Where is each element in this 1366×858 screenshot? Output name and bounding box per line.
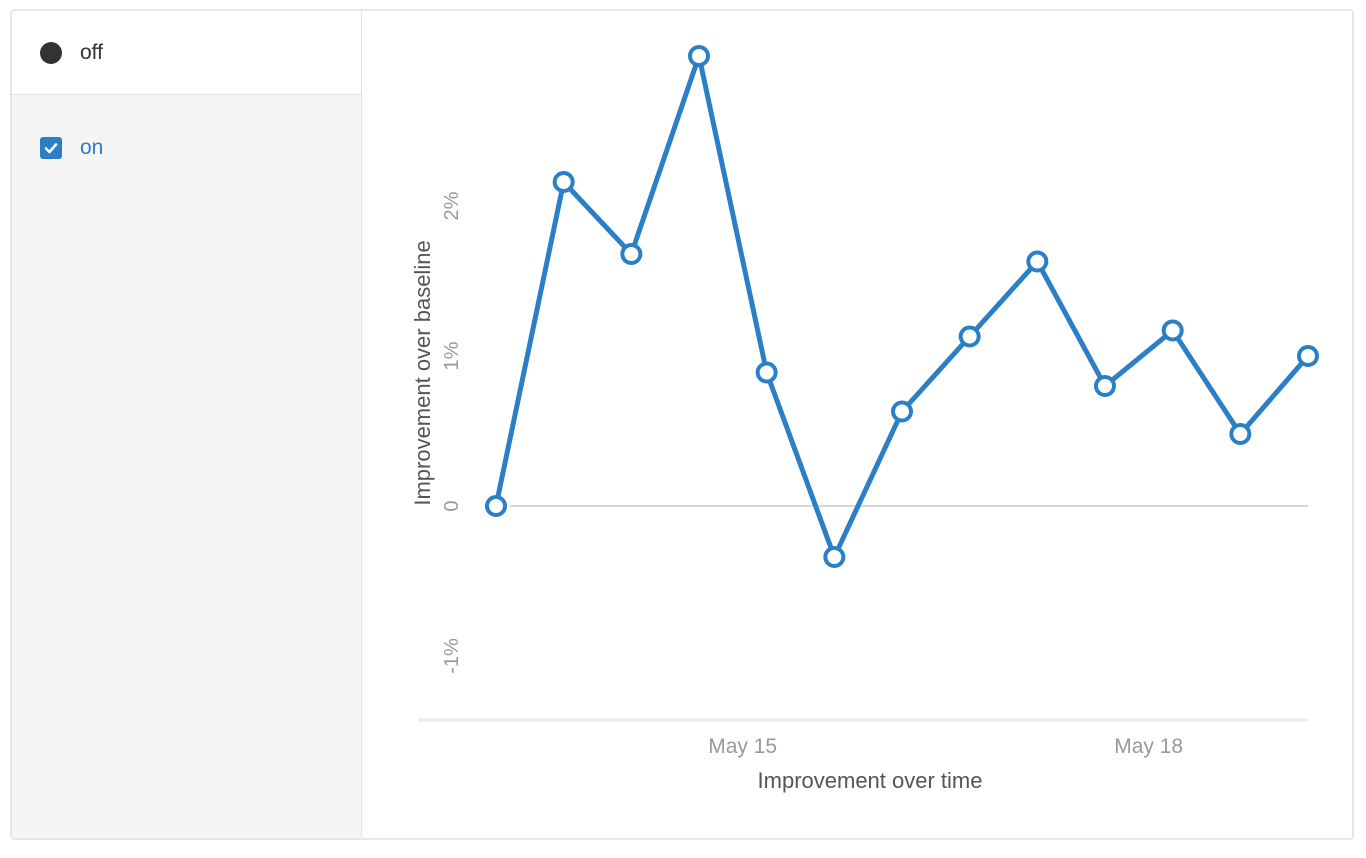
data-point[interactable] — [1297, 345, 1319, 367]
data-point[interactable] — [1094, 375, 1116, 397]
series-line — [493, 53, 1310, 560]
y-tick-label: -1% — [441, 638, 463, 674]
y-tick-label: 0 — [441, 500, 463, 511]
data-point[interactable] — [620, 243, 643, 265]
y-tick-label: 2% — [441, 191, 463, 220]
data-point[interactable] — [755, 361, 778, 384]
sidebar-item-on[interactable]: on — [40, 136, 103, 160]
data-point[interactable] — [688, 45, 710, 67]
sidebar: off on — [12, 11, 362, 838]
sidebar-item-off[interactable]: off — [12, 11, 361, 95]
checkbox-checked-icon[interactable] — [40, 137, 62, 159]
data-point[interactable] — [958, 325, 981, 348]
line-chart: -1% 0 1% 2% May 15 May 18 Improvement over b… — [410, 45, 1319, 793]
app-frame: off on -1% 0 1% 2% May 15 May 18 Improvement… — [10, 9, 1354, 840]
data-point[interactable] — [1161, 319, 1184, 342]
y-axis-label: Improvement over baseline — [410, 240, 435, 505]
x-axis-label: Improvement over time — [758, 768, 983, 793]
data-point[interactable] — [823, 546, 846, 568]
chart-area: -1% 0 1% 2% May 15 May 18 Improvement over b… — [362, 11, 1352, 838]
radio-dot-icon — [40, 41, 62, 64]
y-tick-label: 1% — [441, 341, 463, 370]
data-point[interactable] — [485, 495, 507, 517]
sidebar-item-label: on — [80, 136, 104, 159]
data-point[interactable] — [891, 400, 913, 423]
data-point[interactable] — [1229, 423, 1252, 445]
data-point[interactable] — [552, 171, 575, 193]
x-tick-label: May 15 — [708, 735, 777, 758]
data-point[interactable] — [1026, 250, 1049, 273]
sidebar-item-label: off — [80, 40, 103, 64]
x-tick-label: May 18 — [1114, 735, 1183, 758]
